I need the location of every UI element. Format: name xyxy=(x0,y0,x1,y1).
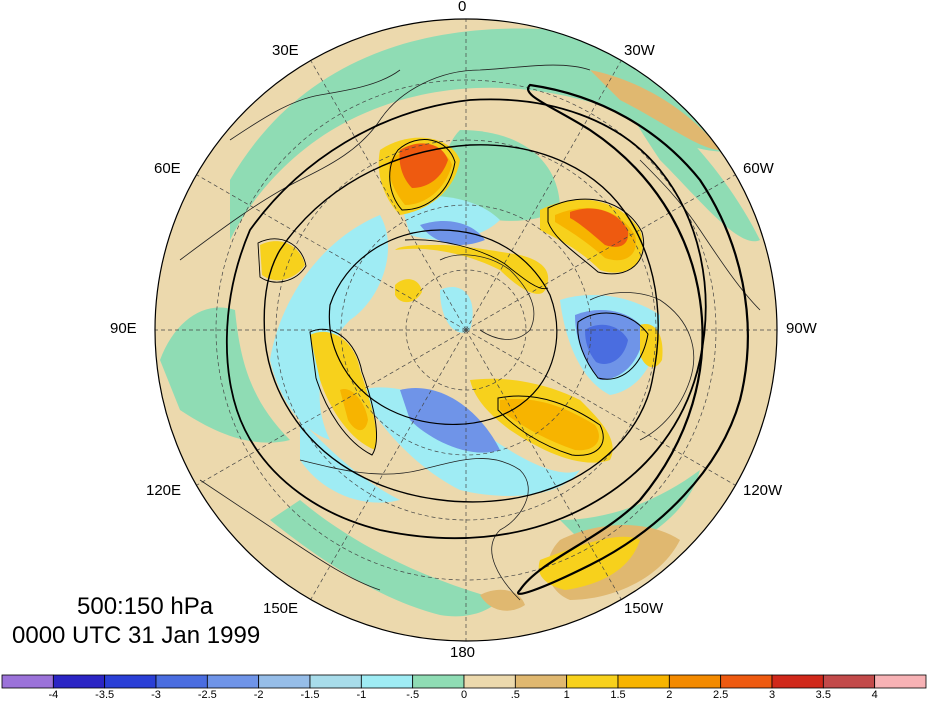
negative-blue-regions xyxy=(400,220,645,453)
lon-label-90e: 90E xyxy=(110,320,137,337)
map-disk xyxy=(155,19,777,641)
negative-dark-regions xyxy=(585,324,628,364)
coastlines xyxy=(179,64,761,601)
colorbar-tick-label: 0 xyxy=(460,689,468,701)
colorbar-tick-label: -1.5 xyxy=(300,689,320,701)
lon-label-30w: 30W xyxy=(624,42,655,59)
colorbar-swatch xyxy=(309,674,362,689)
colorbar-tick-label: 2 xyxy=(666,689,673,701)
lon-label-60e: 60E xyxy=(154,160,181,177)
colorbar-swatch xyxy=(668,674,722,689)
colorbar-swatch xyxy=(155,674,208,689)
colorbar-swatch xyxy=(1,674,54,689)
lon-label-90w: 90W xyxy=(786,320,817,337)
level-title: 500:150 hPa xyxy=(77,593,214,620)
colorbar-tick-label: 3 xyxy=(768,689,776,701)
map-border xyxy=(154,18,778,642)
colorbar-tick-label: 4 xyxy=(871,689,878,701)
colorbar-swatch xyxy=(720,674,773,689)
colorbar-tick-label: -4 xyxy=(48,689,59,701)
colorbar-swatch xyxy=(771,674,824,689)
colorbar-tick-label: 1.5 xyxy=(610,689,626,701)
lon-label-0: 0 xyxy=(458,0,467,15)
contours xyxy=(225,83,749,595)
lon-label-150e: 150E xyxy=(263,600,299,617)
colorbar-tick-label: -1 xyxy=(356,689,367,701)
colorbar-swatch xyxy=(617,674,670,689)
lon-label-60w: 60W xyxy=(743,160,774,177)
time-title: 0000 UTC 31 Jan 1999 xyxy=(12,622,261,649)
colorbar-swatch xyxy=(412,674,465,689)
colorbar-swatch xyxy=(360,674,414,689)
colorbar-tick-label: -2.5 xyxy=(197,689,217,701)
graticule xyxy=(155,19,777,641)
colorbar-swatch xyxy=(874,674,927,689)
colorbar-swatch xyxy=(258,674,311,689)
lon-label-120e: 120E xyxy=(146,482,182,499)
colorbar-swatch xyxy=(822,674,876,689)
colorbar-swatch xyxy=(566,674,619,689)
colorbar-swatch xyxy=(463,674,516,689)
lon-label-30e: 30E xyxy=(272,42,299,59)
colorbar-swatch xyxy=(206,674,260,689)
colorbar-tick-label: .5 xyxy=(510,689,520,701)
colorbar-swatch xyxy=(104,674,157,689)
colorbar-swatch xyxy=(514,674,568,689)
colorbar xyxy=(1,674,927,689)
lon-label-150w: 150W xyxy=(624,600,664,617)
lon-label-180: 180 xyxy=(450,644,476,661)
colorbar-tick-label: 1 xyxy=(563,689,570,701)
colorbar-tick-label: -.5 xyxy=(406,689,420,701)
lon-label-120w: 120W xyxy=(743,482,783,499)
colorbar-swatch xyxy=(52,674,106,689)
colorbar-tick-label: -3 xyxy=(151,689,161,701)
colorbar-tick-label: -2 xyxy=(253,689,264,701)
colorbar-tick-label: -3.5 xyxy=(95,689,115,701)
colorbar-tick-label: 3.5 xyxy=(815,689,831,701)
colorbar-tick-label: 2.5 xyxy=(713,689,729,701)
